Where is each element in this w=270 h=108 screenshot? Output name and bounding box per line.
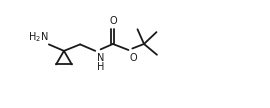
Text: O: O (130, 53, 137, 64)
Text: H$_2$N: H$_2$N (28, 30, 48, 44)
Text: O: O (109, 16, 117, 26)
Text: N
H: N H (97, 53, 104, 72)
